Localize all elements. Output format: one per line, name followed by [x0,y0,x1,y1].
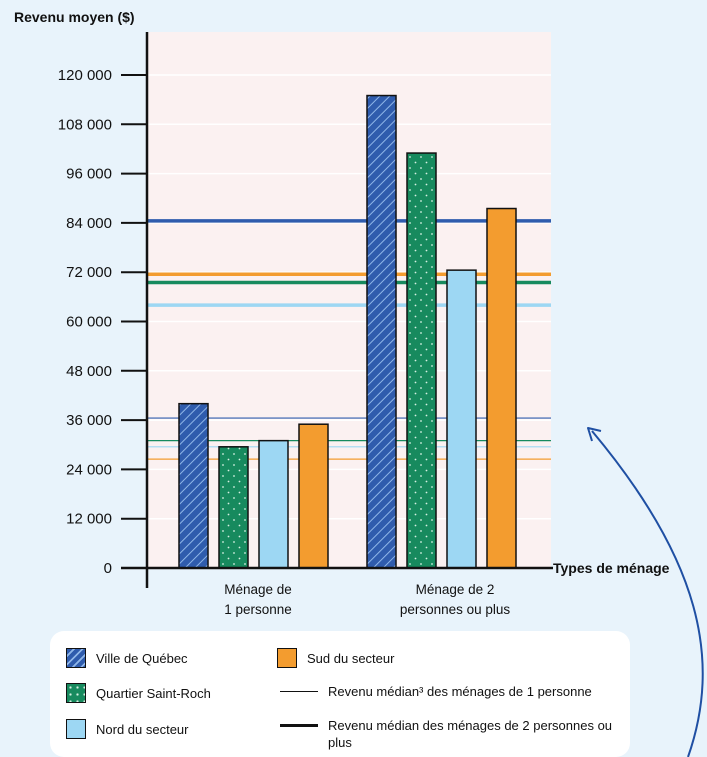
legend-label-quartier-saint-roch: Quartier Saint-Roch [96,685,211,701]
y-axis-title: Revenu moyen ($) [14,9,135,25]
legend: Ville de Québec Quartier Saint-Roch Nord… [50,631,630,757]
legend-item-ville-de-quebec: Ville de Québec [66,648,188,668]
legend-swatch-sud-du-secteur [277,648,297,668]
bar [366,94,397,569]
y-tick-label: 96 000 [66,166,112,183]
y-tick-label: 120 000 [58,67,112,84]
y-tick-label: 0 [104,560,112,577]
plot-background [147,32,551,568]
y-tick-label: 36 000 [66,412,112,429]
x-category-label: personnes ou plus [400,602,511,617]
y-tick-label: 72 000 [66,264,112,281]
bar [258,439,289,569]
legend-item-quartier-saint-roch: Quartier Saint-Roch [66,683,211,703]
x-category-label: 1 personne [224,602,292,617]
legend-label-sud-du-secteur: Sud du secteur [307,650,395,666]
bar [406,152,437,569]
bar [218,446,249,569]
legend-thin-line-swatch [280,691,318,692]
legend-swatch-ville-de-quebec [66,648,86,668]
y-tick-label: 84 000 [66,215,112,232]
bar [486,207,517,569]
legend-label-nord-du-secteur: Nord du secteur [96,721,189,737]
y-tick-label: 108 000 [58,116,112,133]
legend-thick-line-swatch [280,724,318,727]
y-tick-label: 24 000 [66,461,112,478]
legend-item-two-plus-median: Revenu médian des ménages de 2 personnes… [280,717,620,751]
legend-swatch-nord-du-secteur [66,719,86,739]
decorative-arrowhead [587,427,602,442]
legend-swatch-quartier-saint-roch [66,683,86,703]
legend-item-one-person-median: Revenu médian³ des ménages de 1 personne [280,683,592,700]
x-category-label: Ménage de 2 [416,582,495,597]
legend-label-one-person-median: Revenu médian³ des ménages de 1 personne [328,684,592,699]
legend-label-two-plus-median: Revenu médian des ménages de 2 personnes… [328,718,613,750]
y-tick-label: 48 000 [66,363,112,380]
y-tick-label: 12 000 [66,511,112,528]
bar [446,269,477,569]
x-category-label: Ménage de [224,582,292,597]
bar [178,402,209,569]
decorative-arrow [591,430,704,757]
legend-item-sud-du-secteur: Sud du secteur [277,648,394,668]
bar [298,423,329,569]
legend-label-ville-de-quebec: Ville de Québec [96,650,188,666]
x-axis-title: Types de ménage [553,560,670,576]
legend-item-nord-du-secteur: Nord du secteur [66,719,189,739]
y-tick-label: 60 000 [66,314,112,331]
